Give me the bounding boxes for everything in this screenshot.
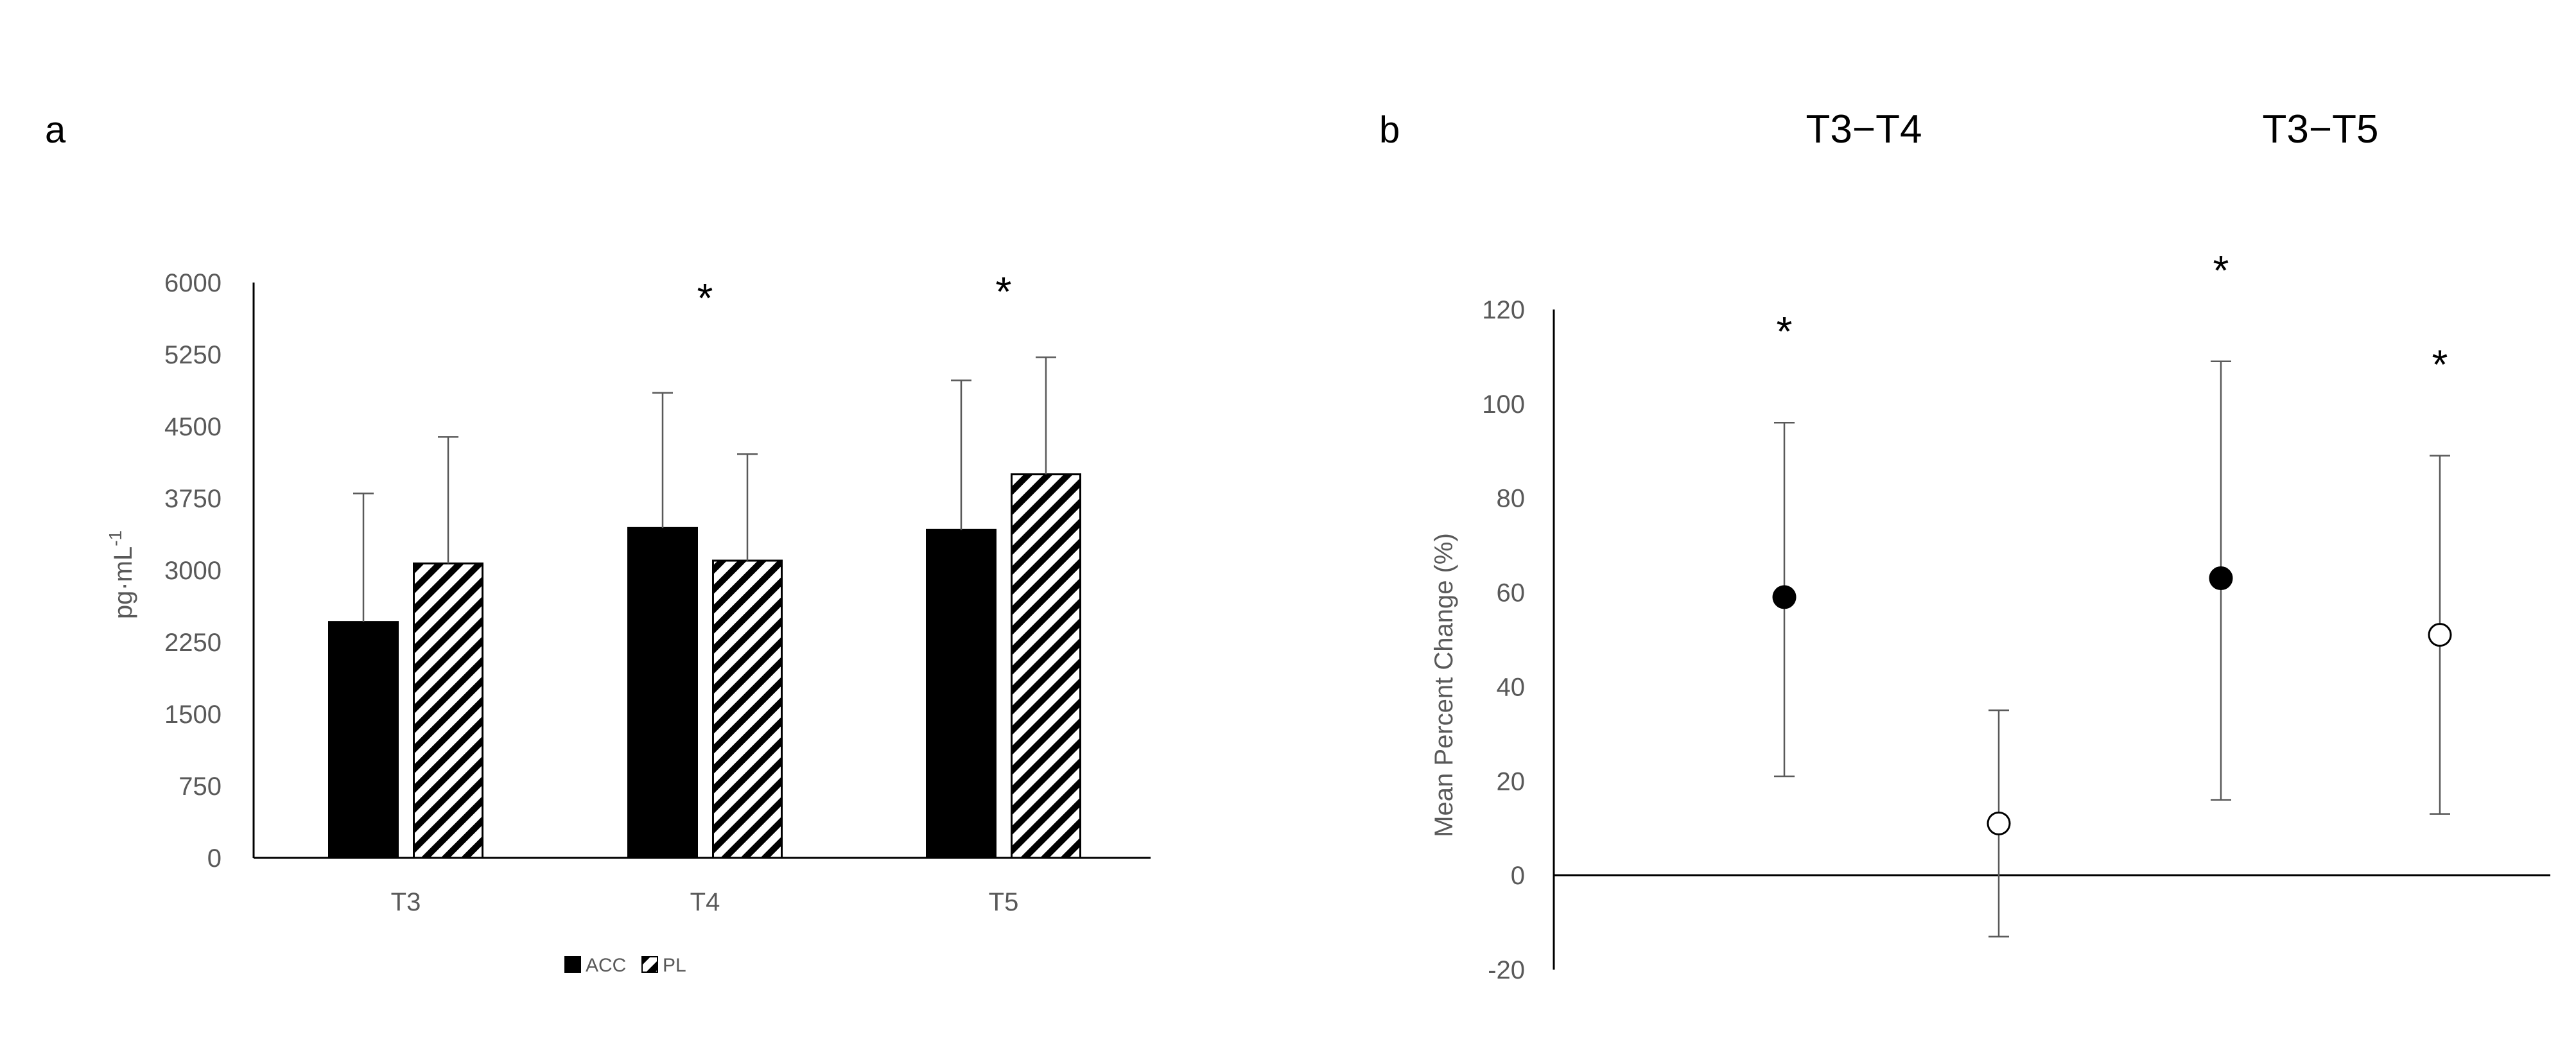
panel-b-points (1772, 360, 2452, 937)
panel-a-legend-swatch-pl (641, 956, 658, 973)
panel-b-point-2 (1987, 811, 2011, 835)
panel-b-significance-star: * (1777, 308, 1793, 354)
panel-b-y-tick-label: 40 (1497, 673, 1526, 701)
panel-a-legend-label-pl: PL (663, 955, 686, 976)
panel-b-group-title: T3−T4 (1806, 107, 1922, 152)
panel-a-x-tick-label: T3 (391, 888, 421, 916)
panel-b-point-4 (2428, 623, 2452, 647)
panel-b-point-1 (1772, 585, 1797, 609)
panel-a-x-tick-label: T5 (989, 888, 1019, 916)
panel-b-significance-star: * (2432, 342, 2448, 388)
panel-a-legend-label-acc: ACC (586, 955, 626, 976)
panel-a-significance-star: * (697, 275, 713, 321)
panel-b-group-titles: T3−T4 T3−T5 (1806, 107, 2379, 152)
panel-a-significance-star: * (996, 268, 1012, 315)
panel-a-bar-acc-t4 (627, 527, 698, 859)
panel-a-bar-pl-t4 (712, 559, 783, 859)
panel-a-bars (328, 473, 1081, 859)
panel-a-y-tick-label: 6000 (164, 269, 222, 297)
panel-a-y-ticks: 0 750 1500 2250 3000 3750 4500 5250 6000 (164, 269, 222, 873)
panel-a-y-axis-title: pg·mL-1 (105, 530, 137, 619)
panel-b-y-tick-label: 80 (1497, 485, 1526, 513)
panel-a-y-tick-label: 3750 (164, 485, 222, 513)
panel-a-y-tick-label: 3000 (164, 557, 222, 585)
panel-a-y-tick-label: 5250 (164, 341, 222, 369)
panel-a-chart: a 0 750 1500 2250 3000 3750 4500 5250 6000 pg·mL… (45, 109, 1151, 976)
panel-b-y-tick-label: 0 (1511, 862, 1525, 890)
panel-b-label: b (1379, 109, 1400, 151)
panel-b-y-tick-label: -20 (1488, 956, 1525, 984)
panel-a-y-tick-label: 750 (178, 772, 222, 801)
panel-b-point-3 (2209, 566, 2233, 591)
panel-b-chart: b T3−T4 T3−T5 -20 0 20 40 60 80 100 120 Mean Per… (1379, 107, 2550, 984)
panel-b-y-tick-label: 20 (1497, 767, 1526, 796)
panel-a-y-tick-label: 4500 (164, 413, 222, 441)
panel-b-y-ticks: -20 0 20 40 60 80 100 120 (1482, 296, 1525, 984)
panel-a-bar-pl-t5 (1011, 473, 1081, 859)
panel-a-y-tick-label: 1500 (164, 701, 222, 729)
panel-a-bar-pl-t3 (413, 562, 483, 859)
panel-a-y-tick-label: 0 (207, 844, 222, 873)
panel-b-y-tick-label: 100 (1482, 390, 1525, 419)
panel-a-error-bars (353, 356, 1056, 622)
panel-a-y-tick-label: 2250 (164, 629, 222, 657)
panel-a-x-ticks: T3 T4 T5 (391, 888, 1019, 916)
panel-b-significance-star: * (2213, 247, 2229, 293)
panel-b-y-tick-label: 120 (1482, 296, 1525, 324)
panel-b-y-tick-label: 60 (1497, 579, 1526, 607)
panel-a-bar-acc-t3 (328, 621, 399, 859)
panel-b-group-title: T3−T5 (2263, 107, 2379, 152)
panel-a-label: a (45, 109, 66, 151)
panel-a-x-tick-label: T4 (690, 888, 720, 916)
panel-a-bar-acc-t5 (926, 528, 996, 859)
panel-a-legend: ACC PL (564, 955, 686, 976)
panel-b-y-axis-title: Mean Percent Change (%) (1430, 533, 1458, 837)
panel-a-significance-marks: * * (697, 268, 1012, 321)
panel-b-significance-marks: * * * (1777, 247, 2448, 388)
panel-a-legend-swatch-acc (564, 956, 581, 973)
